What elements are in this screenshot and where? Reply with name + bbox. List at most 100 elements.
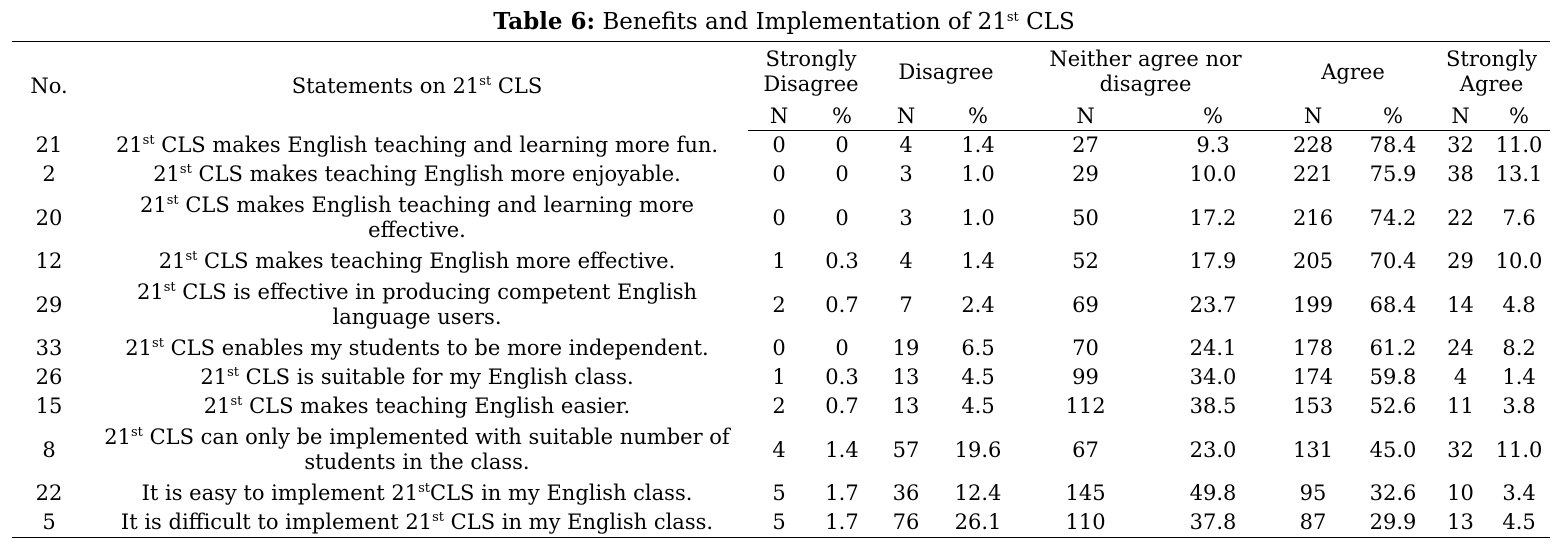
subheader-n: N bbox=[874, 102, 939, 131]
statement-pre: 21 bbox=[115, 132, 143, 157]
cell-neither-pct: 38.5 bbox=[1189, 394, 1237, 418]
cell-sa-n: 24 bbox=[1447, 336, 1474, 360]
statement-pre: 21 bbox=[203, 394, 231, 418]
header-statements-sup: st bbox=[479, 73, 492, 89]
cell-neither-pct: 17.9 bbox=[1189, 249, 1237, 273]
cell-sa-pct: 4.5 bbox=[1488, 508, 1551, 538]
table-caption: Table 6: Benefits and Implementation of … bbox=[0, 8, 1568, 36]
table-row: 22 It is easy to implement 21stCLS in my … bbox=[12, 479, 1550, 508]
statement-pre: 21 bbox=[140, 193, 167, 217]
header-strongly-agree: Strongly Agree bbox=[1433, 41, 1551, 102]
statement-post: CLS is suitable for my English class. bbox=[238, 365, 634, 389]
table-row: 26 21st CLS is suitable for my English cl… bbox=[12, 363, 1550, 392]
cell-neither-n: 69 bbox=[1072, 292, 1099, 317]
header-statements-post: CLS bbox=[491, 73, 543, 98]
cell-d-n: 19 bbox=[892, 336, 920, 360]
statement-sup: st bbox=[142, 132, 155, 148]
statement-pre: 21 bbox=[104, 425, 131, 449]
cell-agree-n: 95 bbox=[1299, 481, 1327, 505]
statement-pre: It is easy to implement 21 bbox=[141, 481, 419, 505]
cell-d-n: 4 bbox=[899, 249, 913, 273]
cell-no: 12 bbox=[35, 249, 63, 273]
caption-superscript: st bbox=[1006, 10, 1019, 25]
statement-post: CLS makes English teaching and learning … bbox=[178, 193, 694, 242]
cell-sd-pct: 0.7 bbox=[825, 394, 859, 418]
cell-sa-n: 38 bbox=[1447, 162, 1474, 186]
cell-neither-pct: 34.0 bbox=[1189, 365, 1237, 389]
cell-d-pct: 2.4 bbox=[961, 292, 995, 317]
cell-statement: 21st CLS makes teaching English more enj… bbox=[86, 160, 748, 189]
cell-agree-n: 131 bbox=[1292, 437, 1334, 462]
cell-d-n: 4 bbox=[899, 133, 913, 157]
cell-sa-n: 10 bbox=[1447, 481, 1474, 505]
cell-agree-n: 228 bbox=[1292, 133, 1334, 157]
table-row: 8 21st CLS can only be implemented with s… bbox=[12, 421, 1550, 479]
statement-pre: It is difficult to implement 21 bbox=[120, 510, 433, 534]
cell-d-n: 13 bbox=[892, 365, 920, 389]
cell-sa-pct: 7.6 bbox=[1502, 205, 1536, 230]
cell-agree-pct: 29.9 bbox=[1353, 508, 1434, 538]
cell-neither-n: 112 bbox=[1065, 394, 1106, 418]
cell-no: 2 bbox=[42, 162, 56, 186]
cell-sd-pct: 0 bbox=[835, 162, 849, 186]
cell-sa-n: 22 bbox=[1447, 205, 1474, 230]
statement-sup: st bbox=[230, 394, 243, 409]
header-row-sub: N % N % N % N % N % bbox=[12, 102, 1551, 131]
cell-agree-pct: 74.2 bbox=[1369, 205, 1417, 230]
cell-agree-n: 199 bbox=[1292, 292, 1334, 317]
cell-no: 21 bbox=[35, 132, 63, 157]
header-agree: Agree bbox=[1273, 41, 1434, 102]
header-statements: Statements on 21st CLS bbox=[86, 41, 748, 131]
table-row: 12 21st CLS makes teaching English more e… bbox=[12, 247, 1550, 276]
statement-post: CLS makes English teaching and learning … bbox=[154, 132, 719, 157]
cell-sa-n: 32 bbox=[1447, 437, 1474, 462]
cell-d-pct: 1.0 bbox=[961, 162, 995, 186]
cell-agree-pct: 78.4 bbox=[1369, 133, 1417, 157]
cell-sd-n: 2 bbox=[772, 292, 786, 317]
statement-post: CLS makes teaching English easier. bbox=[242, 394, 631, 418]
table-row: 33 21st CLS enables my students to be mor… bbox=[12, 334, 1550, 363]
table-row: 5 It is difficult to implement 21st CLS i… bbox=[12, 508, 1551, 538]
cell-no: 5 bbox=[12, 508, 86, 538]
cell-sd-pct: 0 bbox=[835, 133, 849, 157]
cell-sa-pct: 8.2 bbox=[1502, 336, 1536, 360]
cell-statement: 21st CLS makes teaching English more eff… bbox=[86, 247, 748, 276]
cell-d-pct: 1.0 bbox=[961, 205, 995, 230]
table-body: 21 21st CLS makes English teaching and le… bbox=[12, 131, 1551, 538]
cell-agree-pct: 75.9 bbox=[1369, 162, 1417, 186]
cell-neither-pct: 23.7 bbox=[1189, 292, 1237, 317]
cell-d-n: 3 bbox=[899, 162, 913, 186]
cell-no: 20 bbox=[35, 205, 63, 230]
cell-d-pct: 4.5 bbox=[961, 365, 995, 389]
caption-text: Benefits and Implementation of 21 bbox=[595, 9, 1007, 35]
cell-neither-pct: 37.8 bbox=[1153, 508, 1274, 538]
cell-agree-pct: 59.8 bbox=[1369, 365, 1417, 389]
cell-d-pct: 12.4 bbox=[954, 481, 1002, 505]
cell-statement: It is easy to implement 21stCLS in my En… bbox=[86, 479, 748, 508]
statement-post: CLS makes teaching English more effectiv… bbox=[197, 249, 676, 273]
cell-sa-pct: 4.8 bbox=[1502, 292, 1536, 317]
cell-d-pct: 19.6 bbox=[954, 437, 1002, 462]
cell-neither-pct: 49.8 bbox=[1189, 481, 1237, 505]
cell-agree-n: 153 bbox=[1292, 394, 1334, 418]
cell-agree-pct: 70.4 bbox=[1369, 249, 1417, 273]
cell-no: 22 bbox=[35, 481, 63, 505]
cell-sa-n: 13 bbox=[1433, 508, 1489, 538]
cell-sd-n: 0 bbox=[772, 205, 786, 230]
statement-pre: 21 bbox=[158, 249, 186, 273]
cell-sa-pct: 11.0 bbox=[1495, 133, 1543, 157]
cell-sd-pct: 0.7 bbox=[825, 292, 859, 317]
caption-label: Table 6: bbox=[493, 8, 596, 35]
cell-d-pct: 26.1 bbox=[938, 508, 1019, 538]
cell-d-n: 57 bbox=[892, 437, 920, 462]
cell-agree-pct: 45.0 bbox=[1369, 437, 1417, 462]
subheader-n: N bbox=[748, 102, 810, 131]
statement-pre: 21 bbox=[200, 365, 228, 389]
cell-sd-pct: 1.4 bbox=[825, 437, 859, 462]
cell-statement: 21st CLS is suitable for my English clas… bbox=[86, 363, 748, 392]
header-strongly-disagree: Strongly Disagree bbox=[748, 41, 875, 102]
cell-no: 15 bbox=[35, 394, 63, 418]
cell-sa-n: 11 bbox=[1447, 394, 1474, 418]
cell-agree-pct: 52.6 bbox=[1369, 394, 1417, 418]
cell-d-pct: 4.5 bbox=[961, 394, 995, 418]
